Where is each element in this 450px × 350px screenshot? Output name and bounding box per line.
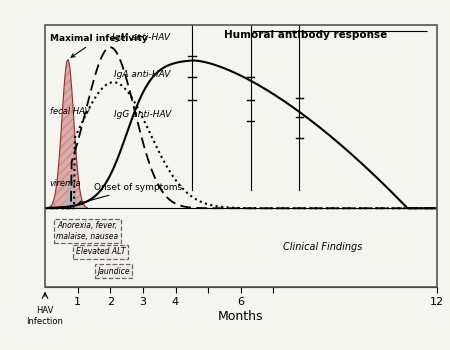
Text: Jaundice: Jaundice: [97, 267, 130, 276]
X-axis label: Months: Months: [218, 310, 264, 323]
Text: IgM anti-HAV: IgM anti-HAV: [112, 33, 170, 42]
Text: Anorexia, fever,
malaise, nausea: Anorexia, fever, malaise, nausea: [56, 221, 118, 241]
Text: IgG anti-HAV: IgG anti-HAV: [113, 110, 171, 119]
Text: fecal HAV: fecal HAV: [50, 107, 90, 117]
Text: Clinical Findings: Clinical Findings: [283, 242, 362, 252]
Text: Maximal infectivity: Maximal infectivity: [50, 34, 148, 57]
Text: Elevated ALT: Elevated ALT: [76, 247, 125, 257]
Text: HAV
Infection: HAV Infection: [27, 306, 63, 326]
Text: IgA anti-HAV: IgA anti-HAV: [113, 70, 170, 79]
Text: Humoral antibody response: Humoral antibody response: [224, 30, 387, 40]
Text: Onset of symptoms: Onset of symptoms: [78, 183, 182, 204]
Text: viremia: viremia: [49, 179, 81, 188]
